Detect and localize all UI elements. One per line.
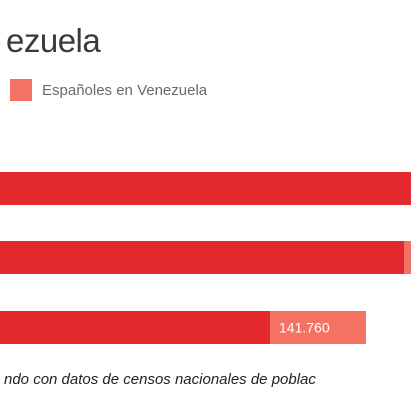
bar-espanoles-segment: [404, 241, 411, 274]
bar-row: [0, 241, 411, 274]
legend-label: Españoles en Venezuela: [42, 81, 208, 99]
legend: Españoles en Venezuela: [10, 78, 207, 102]
bar-value-label: 141.760: [279, 320, 330, 336]
bar-primary-segment: [0, 311, 270, 344]
bar-primary-segment: [0, 241, 404, 274]
bar-row: 141.760: [0, 311, 366, 344]
chart-title: ezuela: [6, 22, 101, 59]
source-footnote: ndo con datos de censos nacionales de po…: [4, 371, 316, 388]
bar-primary-segment: [0, 172, 411, 205]
bar-row: [0, 172, 411, 205]
bar-espanoles-segment: [270, 311, 366, 344]
legend-swatch: [10, 79, 32, 101]
